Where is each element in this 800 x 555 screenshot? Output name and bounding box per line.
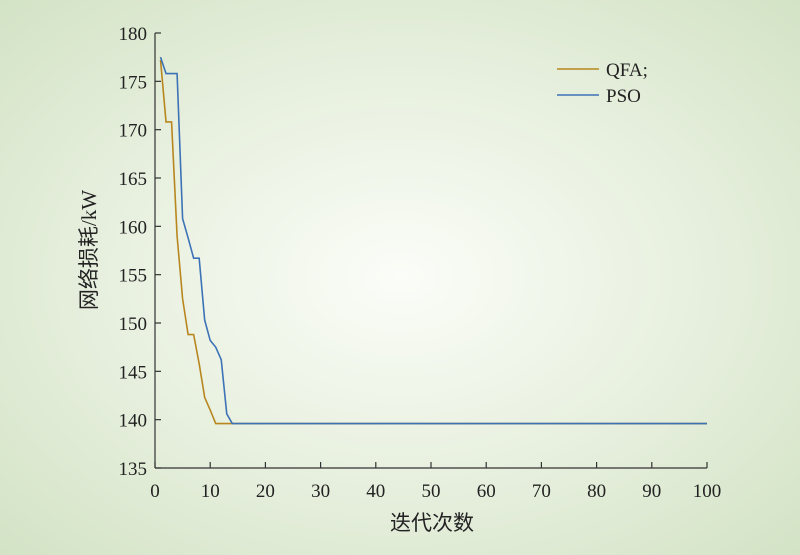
x-tick-label: 40 [366,481,385,502]
y-tick-label: 165 [119,169,148,190]
x-tick-label: 90 [642,481,661,502]
legend-label: QFA; [606,60,648,81]
series-line-qfa [159,59,707,425]
y-tick-label: 145 [119,362,148,383]
x-axis-title: 迭代次数 [390,511,474,535]
y-tick-label: 170 [119,121,148,142]
x-tick-label: 30 [311,481,330,502]
y-tick-label: 160 [119,217,148,238]
y-tick-label: 155 [119,266,148,287]
x-tick-label: 50 [422,481,441,502]
y-tick-label: 175 [119,72,148,93]
y-axis-title: 网络损耗/kW [77,190,101,310]
legend-label: PSO [606,86,641,107]
series-line-pso [159,56,707,425]
x-tick-label: 0 [150,481,160,502]
x-tick-label: 70 [532,481,551,502]
x-tick-label: 60 [477,481,496,502]
x-tick-label: 20 [256,481,275,502]
x-tick-label: 100 [693,481,722,502]
y-tick-label: 150 [119,314,148,335]
y-tick-label: 135 [119,459,148,480]
x-tick-label: 10 [201,481,220,502]
y-tick-label: 140 [119,411,148,432]
y-axis: 135 140 145 150 155 160 165 170 175 180 [119,24,161,480]
x-axis: 0 10 20 30 40 50 60 70 80 90 100 [150,462,721,502]
x-tick-label: 80 [587,481,606,502]
series-layer [159,56,707,425]
legend: QFA; PSO [557,60,648,107]
y-tick-label: 180 [119,24,148,45]
